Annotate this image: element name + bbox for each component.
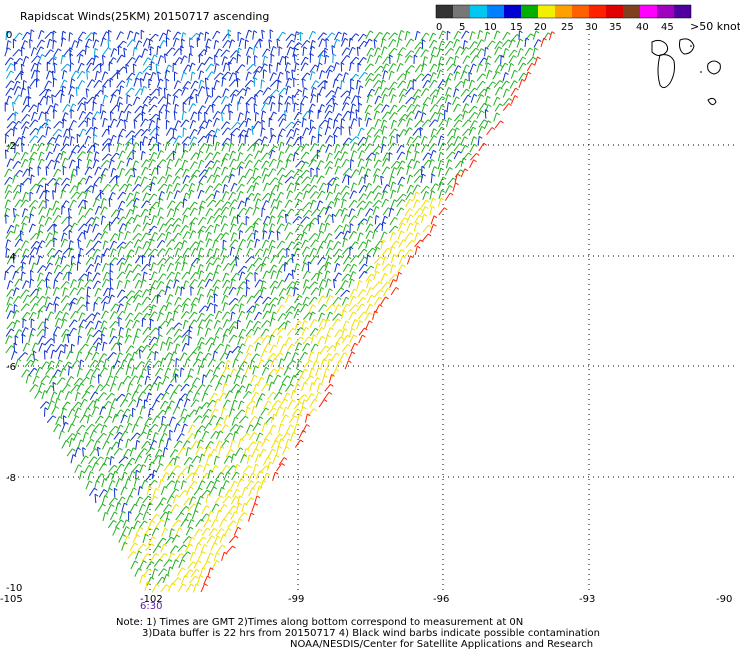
legend-swatch bbox=[470, 5, 487, 18]
time-label: 6:30 bbox=[140, 601, 162, 612]
lat-label: 0 bbox=[6, 30, 12, 41]
legend-swatch bbox=[572, 5, 589, 18]
lat-label: -2 bbox=[6, 141, 16, 152]
legend-tick-label: 15 bbox=[510, 22, 523, 33]
lat-label: -10 bbox=[6, 583, 22, 594]
wind-barbs bbox=[4, 29, 556, 593]
legend-tick-label: 25 bbox=[561, 22, 574, 33]
legend-swatch bbox=[504, 5, 521, 18]
legend-swatch bbox=[453, 5, 470, 18]
wind-speed-legend bbox=[435, 4, 692, 19]
legend-swatch bbox=[640, 5, 657, 18]
note-line-2: 3)Data buffer is 22 hrs from 20150717 4)… bbox=[142, 628, 600, 639]
legend-swatch bbox=[623, 5, 640, 18]
note-line-1: Note: 1) Times are GMT 2)Times along bot… bbox=[116, 617, 523, 628]
legend-swatch bbox=[657, 5, 674, 18]
lon-label: -105 bbox=[0, 594, 23, 605]
legend-tick-labels: 0 5 10 15 20 25 30 35 40 45 bbox=[436, 22, 674, 33]
lon-label: -96 bbox=[433, 594, 449, 605]
galapagos-coastline bbox=[651, 38, 721, 106]
legend-tick-label: 0 bbox=[436, 22, 442, 33]
legend-tick-label: 5 bbox=[459, 22, 465, 33]
legend-tick-label: 30 bbox=[585, 22, 598, 33]
lon-label: -93 bbox=[579, 594, 595, 605]
map-title: Rapidscat Winds(25KM) 20150717 ascending bbox=[20, 10, 269, 23]
lon-label: -90 bbox=[716, 594, 732, 605]
lon-label: -102 bbox=[140, 594, 163, 605]
legend-tick-label: 40 bbox=[636, 22, 649, 33]
legend-swatch bbox=[521, 5, 538, 18]
longitude-labels: -105 -102 -99 -96 -93 -90 bbox=[0, 594, 732, 605]
legend-tick-label: 10 bbox=[484, 22, 497, 33]
lon-label: -99 bbox=[288, 594, 304, 605]
legend-tick-label: 20 bbox=[534, 22, 547, 33]
lat-label: -6 bbox=[6, 362, 16, 373]
legend-swatch bbox=[555, 5, 572, 18]
legend-swatch bbox=[606, 5, 623, 18]
legend-swatch bbox=[538, 5, 555, 18]
legend-swatch bbox=[674, 5, 691, 18]
lat-label: -8 bbox=[6, 473, 16, 484]
latitude-labels: 0 -2 -4 -6 -8 -10 bbox=[6, 30, 22, 594]
legend-tick-label: 35 bbox=[609, 22, 622, 33]
legend-tick-label: 45 bbox=[661, 22, 674, 33]
lat-lon-grid bbox=[8, 34, 735, 590]
legend-unit-label: >50 knots bbox=[690, 20, 740, 33]
lat-label: -4 bbox=[6, 252, 16, 263]
legend-swatch bbox=[487, 5, 504, 18]
legend-swatch bbox=[589, 5, 606, 18]
legend-swatch bbox=[436, 5, 453, 18]
note-line-3: NOAA/NESDIS/Center for Satellite Applica… bbox=[290, 639, 593, 650]
